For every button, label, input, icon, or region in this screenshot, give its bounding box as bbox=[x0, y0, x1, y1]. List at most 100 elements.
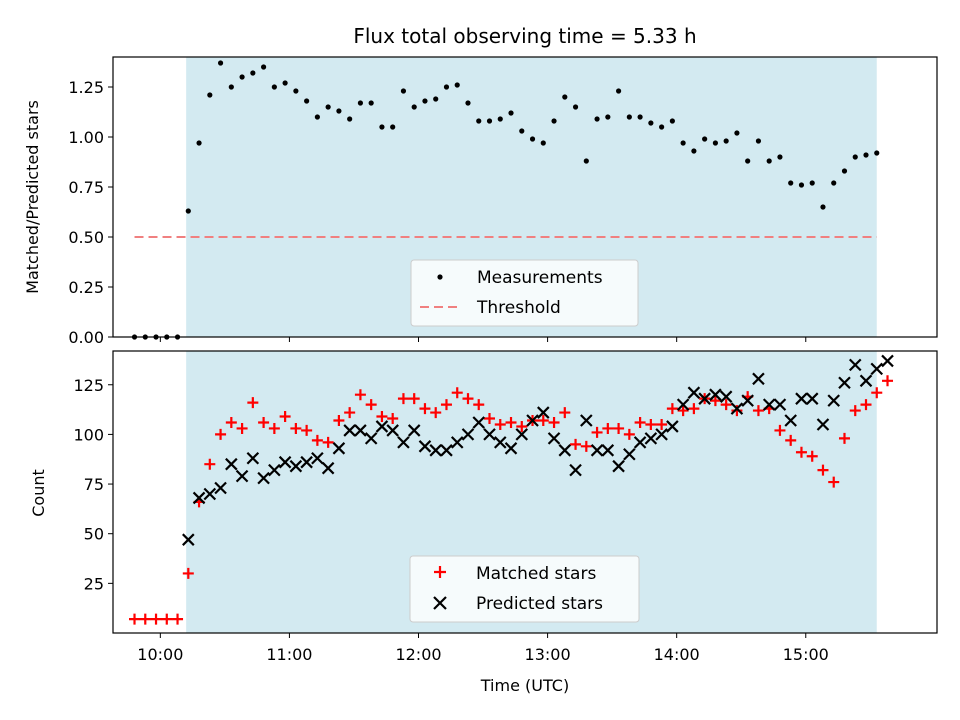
predicted-star-point bbox=[762, 398, 776, 411]
matched-star-point bbox=[236, 422, 248, 434]
matched-star-point bbox=[129, 613, 141, 625]
predicted-star-point bbox=[601, 444, 615, 457]
x-tick-label: 10:00 bbox=[137, 645, 183, 664]
measurement-point bbox=[798, 182, 805, 188]
matched-star-point bbox=[172, 613, 184, 625]
bottom-panel: 25 50 75 100 125 10:00 11:00 12:00 13:00 14:00 15… bbox=[29, 350, 938, 695]
predicted-star-point bbox=[590, 444, 604, 457]
predicted-star-point bbox=[633, 436, 647, 449]
measurement-point bbox=[325, 104, 331, 110]
matched-star-point bbox=[570, 438, 582, 450]
predicted-star-point bbox=[450, 436, 464, 449]
measurement-point bbox=[669, 118, 675, 124]
measurement-point bbox=[702, 136, 708, 142]
predicted-star-point bbox=[311, 451, 324, 465]
chart-title: Flux total observing time = 5.33 h bbox=[353, 24, 696, 48]
matched-star-point bbox=[408, 393, 420, 405]
measurement-point bbox=[347, 116, 353, 122]
predicted-star-point bbox=[182, 533, 195, 546]
measurement-point bbox=[745, 158, 751, 164]
predicted-star-point bbox=[246, 451, 260, 465]
matched-star-point bbox=[537, 415, 549, 427]
measurement-point bbox=[755, 138, 762, 144]
legend-measurements-marker bbox=[437, 274, 443, 280]
matched-star-point bbox=[161, 613, 173, 625]
predicted-star-points bbox=[182, 354, 894, 546]
matched-star-point bbox=[204, 458, 216, 470]
measurement-point bbox=[443, 84, 450, 90]
matched-star-point bbox=[225, 416, 237, 428]
matched-star-point bbox=[301, 424, 313, 436]
matched-star-point bbox=[752, 405, 764, 417]
measurement-point bbox=[852, 154, 858, 160]
measurement-point bbox=[400, 88, 407, 94]
matched-star-point bbox=[516, 420, 528, 432]
predicted-star-point bbox=[472, 416, 486, 429]
measurement-point bbox=[368, 100, 374, 106]
predicted-star-point bbox=[816, 418, 830, 431]
predicted-star-point bbox=[558, 444, 572, 457]
predicted-star-point bbox=[440, 444, 453, 457]
top-panel: Flux total observing time = 5.33 h 0.000… bbox=[23, 24, 938, 347]
measurement-point bbox=[615, 88, 622, 94]
predicted-star-point bbox=[354, 424, 367, 437]
predicted-star-point bbox=[515, 428, 529, 441]
matched-star-point bbox=[473, 399, 485, 411]
predicted-star-point bbox=[526, 414, 539, 427]
measurement-point bbox=[637, 114, 643, 120]
matched-star-point bbox=[613, 422, 625, 434]
top-x-ticks bbox=[159, 337, 807, 342]
top-y-tick-label: 0.50 bbox=[68, 228, 104, 247]
predicted-star-point bbox=[580, 414, 593, 427]
predicted-star-point bbox=[364, 432, 378, 445]
predicted-star-point bbox=[386, 424, 399, 437]
measurement-point bbox=[508, 110, 514, 116]
predicted-star-point bbox=[623, 447, 636, 461]
matched-star-point bbox=[290, 422, 302, 434]
measurement-point bbox=[454, 82, 460, 88]
measurement-point bbox=[217, 60, 224, 66]
matched-star-point bbox=[709, 395, 721, 407]
measurement-point bbox=[519, 128, 525, 134]
measurement-point bbox=[207, 92, 213, 98]
top-y-tick-label: 0.75 bbox=[68, 178, 104, 197]
matched-star-point bbox=[322, 436, 334, 448]
predicted-star-point bbox=[644, 432, 658, 445]
matched-star-point bbox=[656, 418, 668, 430]
matched-star-point bbox=[602, 422, 614, 434]
matched-star-point bbox=[559, 407, 571, 419]
bottom-legend: Matched stars Predicted stars bbox=[409, 555, 640, 623]
predicted-star-point bbox=[493, 436, 507, 449]
measurement-points bbox=[131, 60, 880, 340]
measurement-point bbox=[572, 104, 579, 110]
predicted-star-point bbox=[666, 420, 679, 433]
matched-star-point bbox=[215, 428, 227, 440]
measurement-point bbox=[659, 124, 665, 130]
matched-star-point bbox=[774, 424, 786, 436]
matched-star-point bbox=[484, 413, 496, 425]
matched-star-point bbox=[376, 411, 388, 423]
legend-threshold-label: Threshold bbox=[476, 298, 561, 318]
measurement-point bbox=[529, 136, 536, 142]
matched-star-point bbox=[419, 403, 431, 415]
predicted-star-point bbox=[321, 461, 335, 475]
bottom-y-axis-label: Count bbox=[29, 469, 48, 517]
legend-predicted-label: Predicted stars bbox=[476, 594, 603, 614]
matched-star-point bbox=[806, 450, 818, 462]
bottom-axes-frame bbox=[112, 350, 938, 634]
measurement-point bbox=[788, 180, 794, 186]
matched-star-point bbox=[150, 613, 162, 625]
matched-star-point bbox=[247, 397, 259, 409]
x-tick-label: 11:00 bbox=[266, 645, 312, 664]
predicted-star-point bbox=[676, 398, 690, 411]
predicted-star-point bbox=[741, 394, 754, 407]
measurement-point bbox=[261, 64, 267, 70]
measurement-point bbox=[476, 118, 482, 124]
matched-star-point bbox=[860, 399, 872, 411]
legend-matched-label: Matched stars bbox=[476, 564, 596, 584]
measurement-point bbox=[777, 154, 783, 160]
matched-star-point bbox=[817, 464, 829, 476]
matched-star-point bbox=[677, 405, 689, 417]
measurement-point bbox=[605, 114, 611, 120]
predicted-star-point bbox=[461, 428, 475, 441]
